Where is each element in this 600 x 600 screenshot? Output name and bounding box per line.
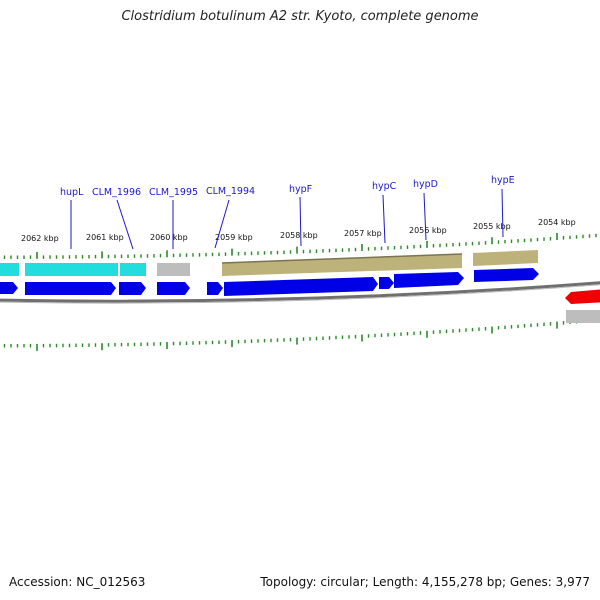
gene-labels: hupL CLM_1996 CLM_1995 CLM_1994 hypF hyp… [60,175,515,198]
leader-line-hypD [423,192,427,241]
scale-label: 2057 kbp [344,229,382,238]
gene-label-hypC[interactable]: hypC [372,181,397,192]
gene-label-clm1996[interactable]: CLM_1996 [92,187,141,198]
gene-arrow-hypF[interactable] [224,277,378,296]
gene-arrow-clm1995[interactable] [157,282,190,295]
gene-label-hupL[interactable]: hupL [60,187,84,198]
genome-backbone [0,281,600,303]
gene-label-hypE[interactable]: hypE [491,175,515,186]
gene-arrow-clm1994[interactable] [207,282,223,295]
feature-track-upper [0,250,600,323]
gene-segment-clm1996[interactable] [120,263,146,276]
gene-arrow-hypD[interactable] [394,272,464,288]
olive-gene-edge [221,253,463,264]
leader-line-hypE [501,188,504,238]
scale-label: 2055 kbp [473,222,511,231]
gene-label-clm1995[interactable]: CLM_1995 [149,187,198,198]
gene-label-clm1994[interactable]: CLM_1994 [206,186,255,197]
scale-label: 2054 kbp [538,218,576,227]
gene-label-leaders [70,188,504,250]
genome-backbone-shadow [0,284,600,304]
scale-label: 2059 kbp [215,233,253,242]
gene-arrow-red[interactable] [565,289,600,304]
leader-line-hypC [382,194,386,244]
gene-arrow-clm1996[interactable] [119,282,146,295]
gene-segment-cyan[interactable] [0,263,19,276]
scale-label: 2056 kbp [409,226,447,235]
leader-line-hypF [299,196,302,247]
gene-segment-hypE[interactable] [473,250,538,266]
feature-track-blue [0,268,539,296]
leader-line-clm1994 [214,199,230,249]
gene-arrow-hupL[interactable] [25,282,116,295]
gene-label-hypF[interactable]: hypF [289,184,312,195]
scale-label: 2062 kbp [21,234,59,243]
scale-labels: 2062 kbp 2061 kbp 2060 kbp 2059 kbp 2058… [21,218,576,243]
accession-text: Accession: NC_012563 [9,575,146,589]
gene-arrow-hypC[interactable] [379,277,394,289]
scale-label: 2060 kbp [150,233,188,242]
gene-segment-clm1995[interactable] [157,263,190,276]
gene-label-hypD[interactable]: hypD [413,179,438,190]
leader-line-clm1996 [116,199,134,250]
gene-segment-hupL[interactable] [25,263,118,276]
gene-segment-gray-right[interactable] [566,310,600,323]
page-title: Clostridium botulinum A2 str. Kyoto, com… [121,9,479,24]
genome-info-text: Topology: circular; Length: 4,155,278 bp… [260,575,590,589]
gene-segment-hypF-hypD[interactable] [222,254,462,276]
gene-arrow-hypE[interactable] [474,268,539,282]
scale-label: 2058 kbp [280,231,318,240]
gene-arrow-blue[interactable] [0,282,18,294]
upper-scale-ticks [3,233,597,259]
scale-label: 2061 kbp [86,233,124,242]
lower-scale-ticks [3,318,597,351]
